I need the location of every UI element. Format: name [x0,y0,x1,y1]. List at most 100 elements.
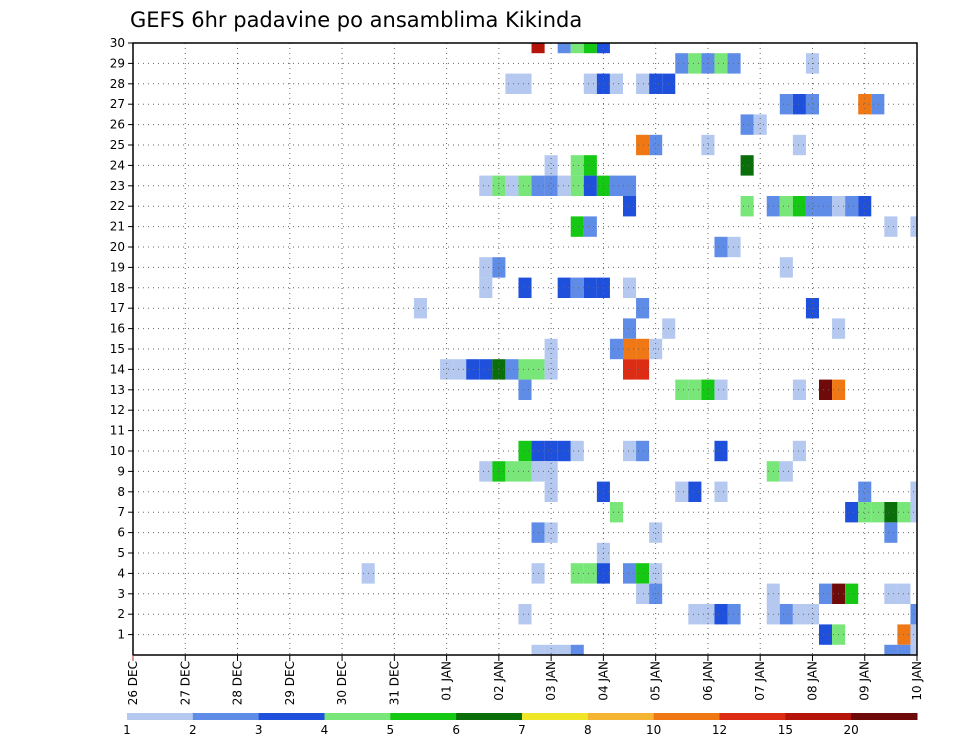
heatmap-cell [727,53,741,74]
heatmap-cell [884,216,898,237]
heatmap-cell [505,461,519,482]
heatmap-cell [544,440,558,462]
heatmap-cell [413,298,427,319]
y-tick-label: 30 [110,36,125,50]
legend-label: 8 [584,723,592,737]
y-tick-label: 8 [117,485,125,499]
x-tick-label: 09 JAN [858,661,872,701]
heatmap-cell [505,73,519,94]
heatmap-cell [570,155,584,176]
heatmap-cell [805,94,819,115]
legend-swatch [390,713,457,720]
heatmap-cell [714,53,728,74]
heatmap-cell [858,481,872,502]
x-tick-label: 28 DEC [231,661,245,705]
heatmap-cell [688,481,702,502]
heatmap-cells [361,43,917,655]
legend-swatch [719,713,786,720]
heatmap-cell [805,196,819,217]
legend-swatch [127,713,194,720]
heatmap-cell [623,196,637,217]
legend-swatch [258,713,325,720]
heatmap-cell [544,522,558,543]
x-tick-label: 07 JAN [753,661,767,701]
heatmap-cell [727,604,741,625]
heatmap-cell [871,94,885,115]
heatmap-cell [779,196,793,217]
heatmap-cell [453,359,467,380]
y-tick-label: 26 [110,118,125,132]
heatmap-cell [531,43,545,54]
heatmap-cell [701,604,715,625]
heatmap-cell [518,461,532,482]
heatmap-cell [531,644,545,655]
heatmap-cell [792,134,806,156]
heatmap-cell [557,277,571,298]
heatmap-cell [479,175,493,196]
heatmap-cell [623,175,637,196]
x-tick-label: 26 DEC [126,661,140,705]
heatmap-cell [636,440,650,462]
heatmap-cell [675,481,689,502]
heatmap-cell [557,175,571,196]
heatmap-cell [557,440,571,462]
heatmap-cell [518,359,532,380]
heatmap-cell [792,604,806,625]
legend-label: 4 [321,723,329,737]
heatmap-cell [636,134,650,156]
x-tick-label: 27 DEC [178,661,192,705]
heatmap-cell [583,155,597,176]
heatmap-cell [688,604,702,625]
y-tick-label: 20 [110,240,125,254]
legend-label: 5 [387,723,395,737]
y-tick-label: 15 [110,342,125,356]
heatmap-cell [518,73,532,94]
heatmap-cell [544,461,558,482]
heatmap-cell [609,73,623,94]
y-tick-label: 17 [110,301,125,315]
heatmap-cell [819,583,833,604]
heatmap-cell [557,644,571,655]
heatmap-cell [466,359,480,380]
heatmap-cell [544,175,558,196]
y-tick-label: 4 [117,566,125,580]
x-tick-label: 30 DEC [335,661,349,705]
heatmap-cell [714,379,728,400]
x-tick-label: 06 JAN [701,661,715,701]
legend-label: 2 [189,723,197,737]
heatmap-cell [518,440,532,462]
y-tick-label: 24 [110,158,125,172]
heatmap-cell [544,481,558,502]
heatmap-cell [805,604,819,625]
y-tick-label: 1 [117,628,125,642]
legend-label: 3 [255,723,263,737]
legend-label: 6 [452,723,460,737]
heatmap-cell [583,175,597,196]
heatmap-cell [479,277,493,298]
heatmap-cell [688,379,702,400]
heatmap-cell [845,196,859,217]
y-tick-label: 25 [110,138,125,152]
y-tick-label: 3 [117,587,125,601]
y-tick-label: 12 [110,403,125,417]
heatmap-cell [623,359,637,380]
heatmap-cell [779,257,793,278]
heatmap-cell [792,379,806,400]
heatmap-cell [518,604,532,625]
heatmap-cell [714,236,728,258]
heatmap-cell [636,563,650,584]
heatmap-cell [779,94,793,115]
heatmap-cell [779,461,793,482]
legend-swatch [456,713,523,720]
heatmap-cell [570,563,584,584]
heatmap-cell [858,502,872,523]
y-tick-label: 5 [117,546,125,560]
heatmap-cell [623,338,637,360]
heatmap-cell [570,175,584,196]
heatmap-cell [623,277,637,298]
grid-lines [133,43,917,655]
heatmap-cell [792,440,806,462]
heatmap-cell [583,563,597,584]
y-tick-label: 16 [110,322,125,336]
heatmap-cell [583,216,597,237]
